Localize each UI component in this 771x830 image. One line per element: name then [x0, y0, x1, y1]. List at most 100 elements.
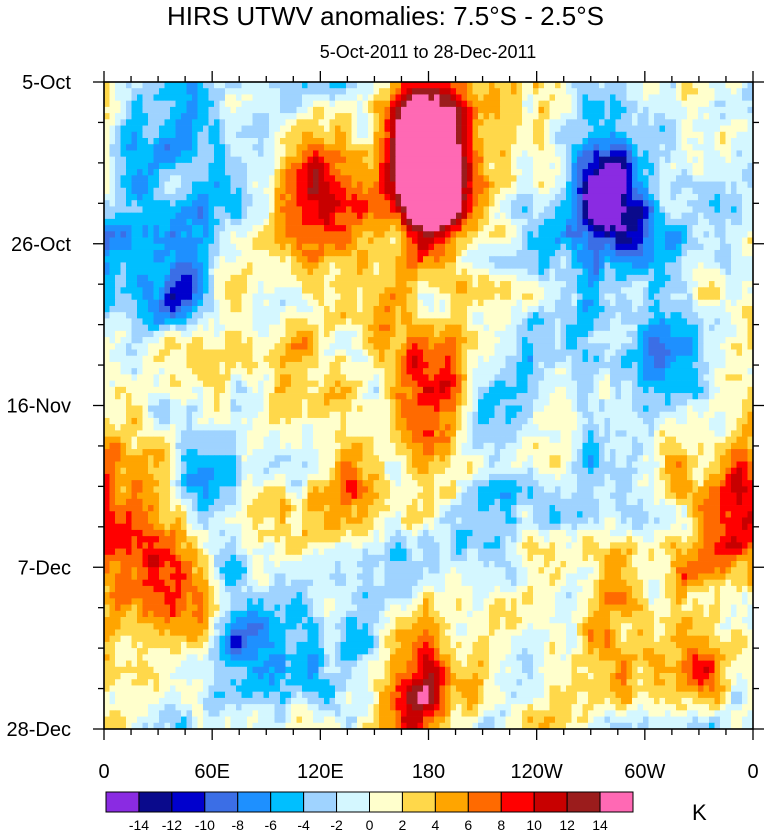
heatmap-cell — [450, 106, 457, 114]
heatmap-cell — [148, 299, 154, 307]
heatmap-cell — [654, 274, 660, 282]
heatmap-cell — [687, 137, 693, 145]
heatmap-cell — [747, 150, 754, 157]
heatmap-cell — [731, 305, 737, 313]
heatmap-cell — [643, 318, 649, 325]
heatmap-cell — [593, 106, 600, 114]
heatmap-cell — [285, 231, 292, 238]
heatmap-cell — [148, 150, 154, 157]
heatmap-cell — [516, 305, 523, 313]
heatmap-cell — [175, 287, 182, 294]
heatmap-cell — [725, 94, 732, 102]
heatmap-cell — [153, 299, 160, 307]
heatmap-cell — [698, 218, 704, 226]
heatmap-cell — [131, 137, 138, 145]
heatmap-cell — [186, 144, 193, 151]
heatmap-cell — [637, 231, 644, 238]
heatmap-cell — [252, 169, 259, 176]
heatmap-cell — [230, 312, 237, 319]
heatmap-cell — [577, 200, 583, 207]
heatmap-cell — [384, 212, 391, 220]
heatmap-cell — [450, 187, 457, 195]
heatmap-cell — [258, 243, 264, 251]
heatmap-cell — [599, 218, 605, 226]
heatmap-cell — [219, 262, 226, 269]
heatmap-cell — [522, 212, 528, 220]
heatmap-cell — [208, 343, 215, 350]
heatmap-cell — [115, 131, 121, 139]
heatmap-cell — [175, 324, 182, 332]
heatmap-cell — [621, 181, 627, 189]
heatmap-cell — [164, 169, 171, 176]
heatmap-cell — [555, 169, 561, 176]
heatmap-cell — [126, 337, 132, 344]
heatmap-cell — [709, 330, 715, 338]
heatmap-cell — [494, 137, 501, 145]
heatmap-cell — [153, 100, 160, 108]
heatmap-cell — [692, 200, 699, 207]
heatmap-cell — [478, 281, 484, 288]
heatmap-cell — [307, 318, 314, 325]
heatmap-cell — [269, 324, 275, 332]
heatmap-cell — [148, 200, 154, 207]
heatmap-cell — [516, 218, 523, 226]
heatmap-cell — [324, 193, 330, 201]
heatmap-cell — [159, 125, 165, 133]
heatmap-cell — [318, 262, 325, 269]
heatmap-cell — [236, 231, 242, 238]
heatmap-cell — [549, 337, 556, 344]
heatmap-cell — [665, 119, 671, 126]
heatmap-cell — [313, 287, 319, 294]
heatmap-cell — [445, 169, 451, 176]
heatmap-cell — [423, 131, 429, 139]
heatmap-cell — [434, 82, 440, 89]
heatmap-cell — [505, 293, 512, 301]
heatmap-cell — [450, 150, 457, 157]
heatmap-cell — [401, 330, 407, 338]
heatmap-cell — [428, 305, 435, 313]
heatmap-cell — [747, 82, 754, 89]
heatmap-cell — [599, 256, 605, 263]
heatmap-cell — [445, 268, 451, 276]
heatmap-cell — [153, 312, 160, 319]
heatmap-cell — [197, 181, 204, 189]
heatmap-cell — [714, 337, 721, 344]
heatmap-cell — [181, 281, 187, 288]
heatmap-cell — [219, 150, 226, 157]
heatmap-cell — [703, 249, 710, 257]
heatmap-cell — [544, 125, 550, 133]
heatmap-cell — [406, 187, 413, 195]
heatmap-cell — [203, 175, 209, 182]
heatmap-cell — [313, 318, 319, 325]
heatmap-cell — [670, 193, 677, 201]
heatmap-cell — [439, 187, 446, 195]
heatmap-cell — [621, 169, 627, 176]
heatmap-cell — [175, 218, 182, 226]
heatmap-cell — [423, 262, 429, 269]
heatmap-cell — [439, 218, 446, 226]
heatmap-cell — [225, 256, 231, 263]
heatmap-cell — [566, 187, 572, 195]
heatmap-cell — [709, 312, 715, 319]
heatmap-cell — [604, 274, 611, 282]
heatmap-cell — [269, 237, 275, 245]
heatmap-cell — [621, 175, 627, 182]
heatmap-cell — [604, 82, 611, 89]
heatmap-cell — [351, 249, 358, 257]
heatmap-cell — [368, 305, 374, 313]
heatmap-cell — [725, 249, 732, 257]
heatmap-cell — [324, 337, 330, 344]
heatmap-cell — [599, 150, 605, 157]
heatmap-cell — [571, 169, 578, 176]
heatmap-cell — [291, 100, 297, 108]
heatmap-cell — [417, 299, 424, 307]
heatmap-cell — [566, 243, 572, 251]
heatmap-cell — [153, 305, 160, 313]
heatmap-cell — [549, 256, 556, 263]
heatmap-cell — [109, 330, 116, 338]
heatmap-cell — [456, 181, 462, 189]
heatmap-cell — [104, 125, 110, 133]
heatmap-cell — [368, 268, 374, 276]
heatmap-cell — [181, 169, 187, 176]
heatmap-cell — [615, 231, 622, 238]
